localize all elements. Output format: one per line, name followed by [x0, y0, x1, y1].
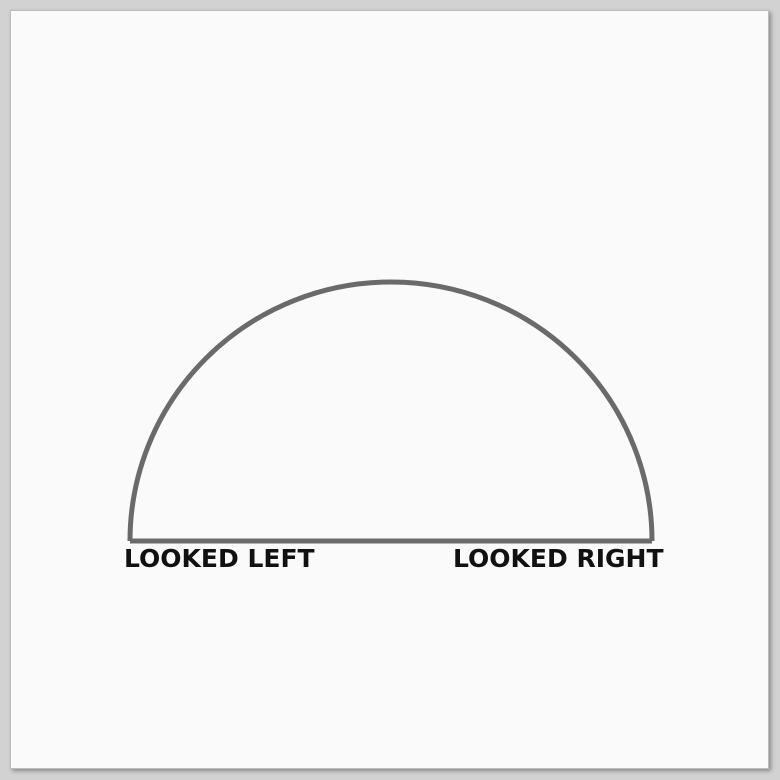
looked-right-label: LOOKED RIGHT	[453, 544, 664, 573]
semicircle-arc	[127, 279, 655, 542]
looked-left-label: LOOKED LEFT	[124, 544, 315, 573]
paper-sheet	[10, 10, 769, 769]
